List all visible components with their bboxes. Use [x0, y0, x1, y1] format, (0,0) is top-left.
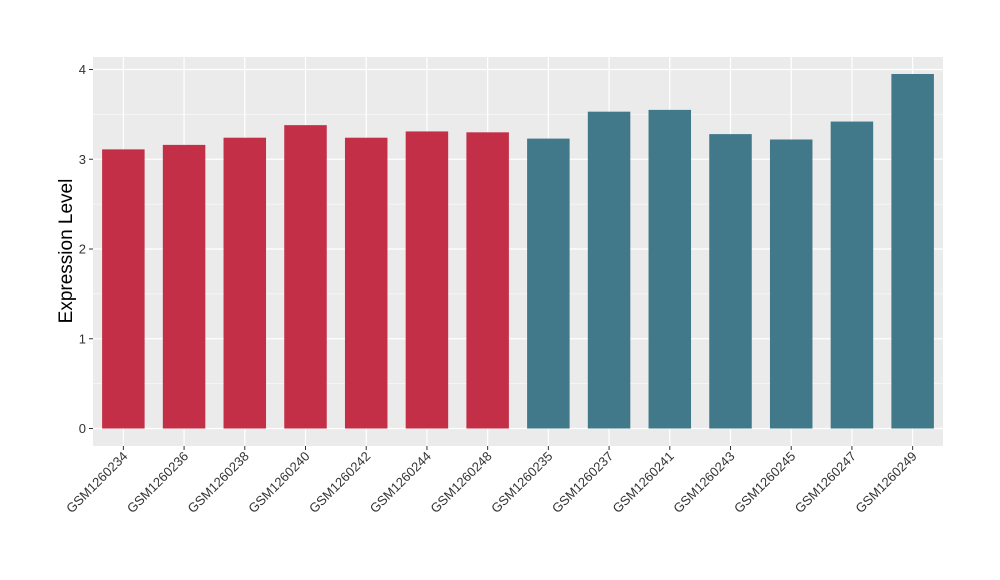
- x-tick-label: GSM1260245: [731, 449, 798, 516]
- x-tick-label: GSM1260236: [124, 449, 191, 516]
- bar-GSM1260240: [284, 125, 327, 429]
- x-tick-label: GSM1260241: [610, 449, 677, 516]
- bar-GSM1260238: [223, 137, 267, 429]
- bar-GSM1260245: [769, 139, 813, 429]
- x-tick-label: GSM1260238: [185, 449, 252, 516]
- y-axis-title: Expression Level: [56, 179, 77, 324]
- bar-GSM1260235: [527, 138, 570, 429]
- bar-GSM1260244: [405, 131, 449, 429]
- bar-GSM1260247: [830, 121, 874, 429]
- x-tick-label: GSM1260234: [63, 449, 130, 516]
- x-tick-label: GSM1260243: [670, 449, 737, 516]
- bar-GSM1260242: [344, 137, 388, 429]
- x-tick-label: GSM1260247: [792, 449, 859, 516]
- bar-GSM1260234: [102, 149, 145, 429]
- y-axis: 0 1 2 3 4: [79, 62, 93, 436]
- x-tick-label: GSM1260249: [852, 449, 919, 516]
- x-tick-label: GSM1260237: [549, 449, 616, 516]
- bars: [102, 73, 934, 429]
- y-tick-label: 4: [79, 62, 86, 77]
- y-tick-label: 1: [79, 331, 86, 346]
- bar-GSM1260237: [587, 111, 631, 429]
- y-tick-label: 0: [79, 421, 86, 436]
- plot-panel: [93, 57, 943, 446]
- bar-GSM1260249: [891, 73, 934, 429]
- bar-GSM1260243: [709, 134, 752, 429]
- x-tick-label: GSM1260235: [488, 449, 555, 516]
- y-tick-label: 3: [79, 152, 86, 167]
- x-tick-label: GSM1260240: [245, 449, 312, 516]
- x-axis: GSM1260234GSM1260236GSM1260238GSM1260240…: [63, 446, 920, 516]
- bar-GSM1260248: [466, 132, 509, 429]
- bar-GSM1260241: [648, 109, 692, 429]
- y-tick-label: 2: [79, 242, 86, 257]
- x-tick-label: GSM1260244: [367, 449, 434, 516]
- x-tick-label: GSM1260248: [427, 449, 494, 516]
- x-tick-label: GSM1260242: [306, 449, 373, 516]
- bar-GSM1260236: [162, 144, 206, 429]
